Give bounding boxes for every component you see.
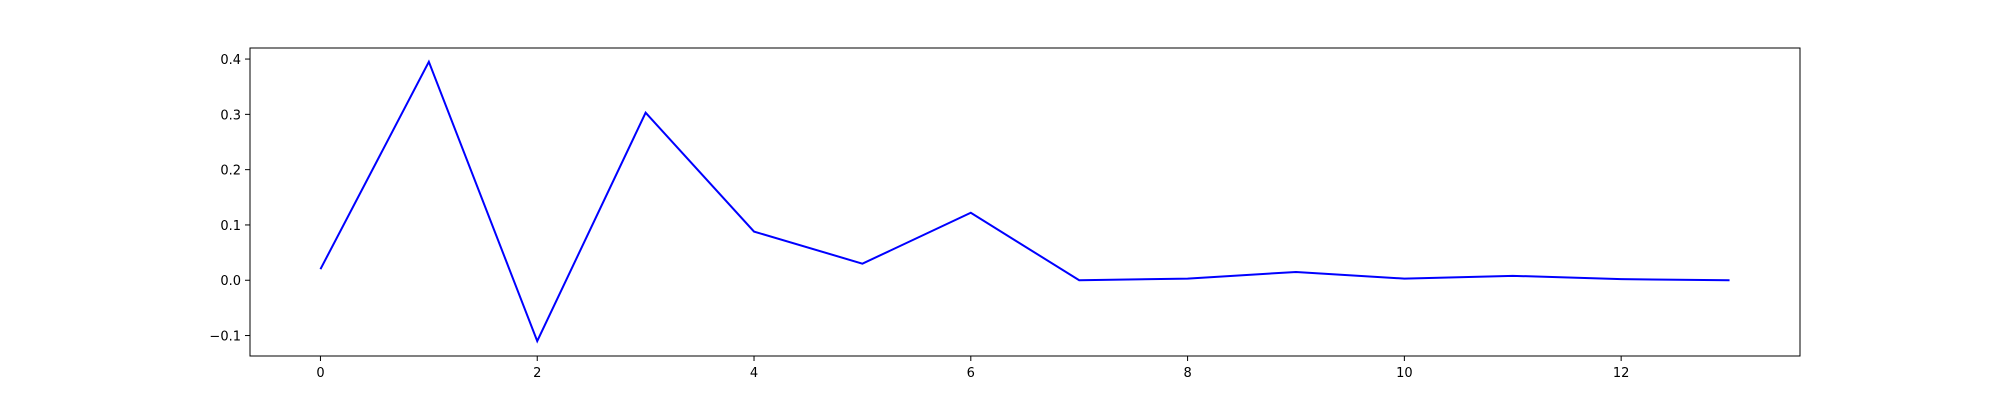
series-layer [319, 59, 1730, 344]
x-axis-ticks: 0 2 4 6 8 10 12 [316, 356, 1629, 381]
y-axis-ticks: −0.1 0.0 0.1 0.2 0.3 0.4 [209, 53, 250, 345]
x-tick-label: 2 [533, 366, 541, 381]
series-line-0 [319, 59, 1730, 344]
x-tick-label: 6 [967, 366, 975, 381]
y-tick-label: 0.4 [220, 53, 241, 68]
y-tick-label: 0.2 [220, 164, 241, 179]
x-tick-label: 4 [750, 366, 758, 381]
x-tick-label: 10 [1396, 366, 1413, 381]
x-tick-label: 8 [1183, 366, 1191, 381]
y-tick-label: 0.0 [220, 274, 241, 289]
plot-frame [249, 47, 1801, 357]
y-tick-label: 0.1 [220, 219, 241, 234]
x-tick-label: 0 [316, 366, 324, 381]
x-tick-label: 12 [1613, 366, 1630, 381]
y-tick-label: −0.1 [209, 330, 241, 345]
y-tick-label: 0.3 [220, 108, 241, 123]
